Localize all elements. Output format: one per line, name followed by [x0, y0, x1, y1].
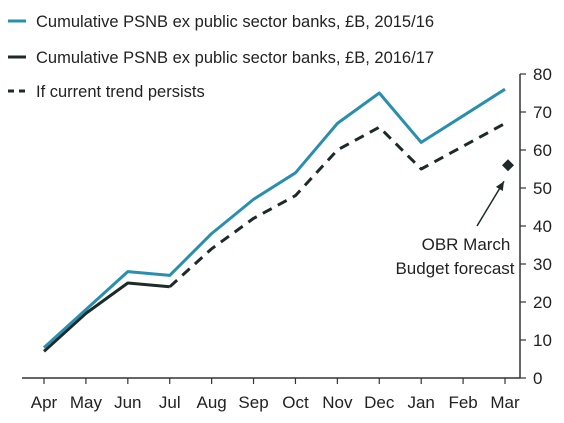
y-tick-label: 40 — [533, 217, 552, 236]
legend: Cumulative PSNB ex public sector banks, … — [8, 13, 434, 101]
y-tick-label: 50 — [533, 179, 552, 198]
legend-label-series-2: If current trend persists — [36, 83, 205, 101]
x-tick-label: Dec — [364, 393, 395, 412]
x-tick-label: Nov — [322, 393, 353, 412]
x-tick-label: May — [70, 393, 103, 412]
axes: Apr May Jun Jul Aug Sep Oct Nov Dec Jan Feb Mar 0 10 2… — [22, 65, 552, 412]
x-tick-label: Sep — [238, 393, 268, 412]
y-tick-label: 0 — [533, 369, 542, 388]
x-tick-label: Jul — [159, 393, 181, 412]
series-line-2 — [168, 122, 506, 288]
series-line-1 — [42, 281, 170, 353]
y-tick-label: 60 — [533, 141, 552, 160]
legend-label-series-0: Cumulative PSNB ex public sector banks, … — [36, 13, 434, 31]
x-tick-label: Jun — [114, 393, 141, 412]
x-tick-label: Feb — [448, 393, 477, 412]
legend-label-series-1: Cumulative PSNB ex public sector banks, … — [36, 49, 434, 67]
annotation-line-1: OBR March — [422, 235, 511, 254]
x-tick-label: Aug — [197, 393, 227, 412]
y-tick-label: 70 — [533, 103, 552, 122]
forecast-marker — [502, 159, 514, 172]
y-tick-label: 30 — [533, 255, 552, 274]
annotation: OBR March Budget forecast — [395, 180, 515, 278]
y-tick-label: 20 — [533, 293, 552, 312]
x-tick-label: Mar — [490, 393, 520, 412]
series-layer — [42, 87, 514, 353]
x-tick-label: Oct — [282, 393, 309, 412]
x-tick-label: Apr — [31, 393, 58, 412]
series-line-0 — [42, 87, 506, 349]
annotation-arrow-head — [495, 181, 504, 191]
x-tick-label: Jan — [407, 393, 434, 412]
y-tick-label: 80 — [533, 65, 552, 84]
annotation-line-2: Budget forecast — [395, 259, 514, 278]
y-tick-label: 10 — [533, 331, 552, 350]
